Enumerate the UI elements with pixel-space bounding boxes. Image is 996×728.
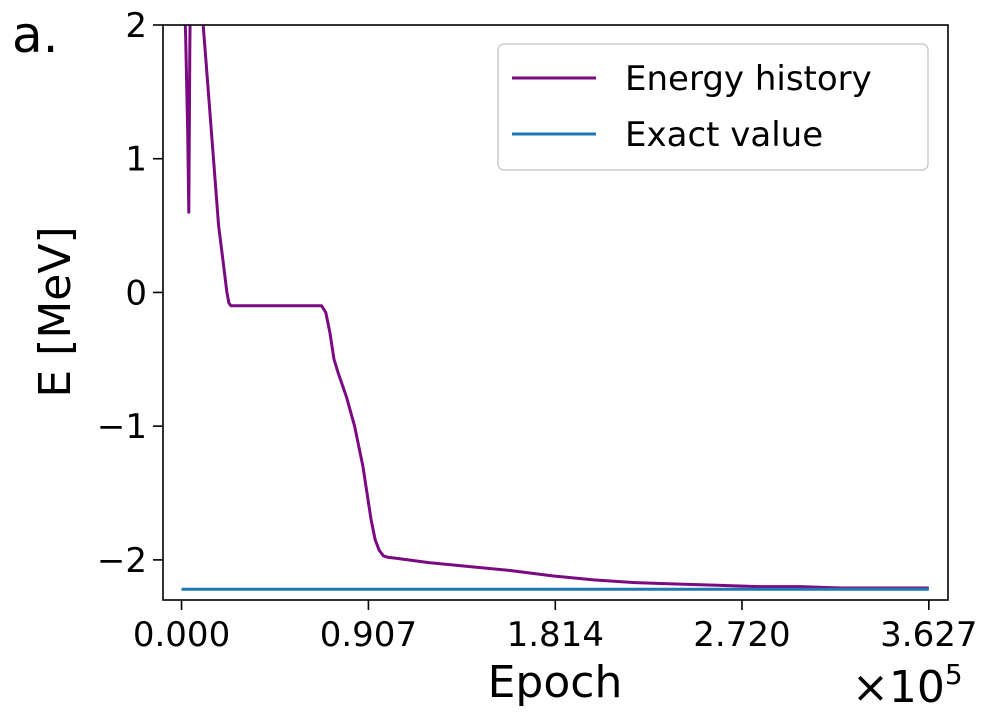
x-axis-multiplier-exponent: 5: [945, 658, 963, 691]
x-axis-multiplier-base: ×10: [852, 662, 945, 713]
x-tick-label: 1.814: [507, 615, 604, 655]
legend-label-energy-history: Energy history: [625, 59, 872, 99]
y-tick-label: 2: [125, 6, 147, 46]
legend-box: [497, 43, 929, 171]
y-tick-label: −1: [97, 407, 147, 447]
series-line-energy-history: [183, 25, 929, 590]
y-tick-label: 1: [125, 140, 147, 180]
series-layer: [181, 25, 929, 591]
panel-label: a.: [12, 6, 59, 64]
x-tick-label: 2.720: [693, 615, 790, 655]
x-axis-label: Epoch: [488, 657, 623, 708]
x-axis-ticks: 0.000 0.907 1.814 2.720 3.627: [133, 600, 978, 655]
y-axis-ticks: 2 1 0 −1 −2: [97, 6, 163, 581]
y-axis-label: E [MeV]: [30, 226, 81, 397]
x-tick-label: 0.000: [133, 615, 230, 655]
legend-label-exact-value: Exact value: [625, 115, 823, 155]
x-axis-multiplier: ×105: [852, 658, 963, 713]
legend: Energy history Exact value: [497, 43, 929, 171]
x-tick-label: 3.627: [880, 615, 977, 655]
y-tick-label: −2: [97, 541, 147, 581]
x-tick-label: 0.907: [320, 615, 417, 655]
y-tick-label: 0: [125, 273, 147, 313]
